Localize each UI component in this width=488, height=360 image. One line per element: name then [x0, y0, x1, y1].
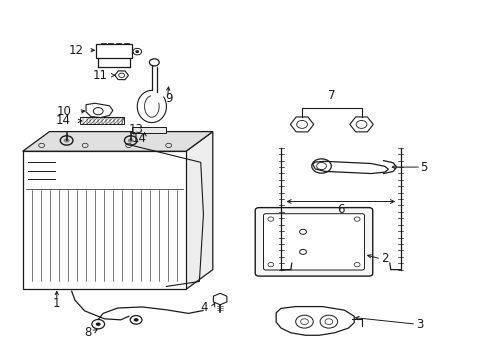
Text: 14: 14: [132, 132, 147, 145]
Text: 9: 9: [165, 92, 172, 105]
Text: 13: 13: [128, 123, 143, 136]
Circle shape: [127, 138, 133, 143]
Circle shape: [135, 50, 139, 53]
FancyBboxPatch shape: [263, 214, 364, 270]
Text: 10: 10: [57, 105, 71, 118]
Bar: [80, 117, 124, 125]
Text: 12: 12: [69, 44, 83, 57]
Polygon shape: [185, 132, 212, 289]
Bar: [96, 44, 132, 58]
Text: 11: 11: [93, 69, 108, 82]
Polygon shape: [312, 161, 387, 174]
Polygon shape: [276, 307, 353, 335]
Circle shape: [96, 322, 101, 326]
Text: 8: 8: [83, 326, 91, 339]
Bar: [132, 127, 166, 134]
Text: 6: 6: [336, 203, 344, 216]
FancyBboxPatch shape: [255, 208, 372, 276]
Text: 4: 4: [201, 301, 208, 314]
Text: 7: 7: [327, 89, 335, 102]
Text: 2: 2: [381, 252, 388, 265]
Text: 14: 14: [56, 114, 70, 127]
Text: 1: 1: [53, 297, 61, 310]
Circle shape: [63, 138, 69, 143]
Text: 3: 3: [415, 318, 423, 331]
Text: 5: 5: [419, 161, 427, 174]
Polygon shape: [86, 103, 113, 118]
Circle shape: [133, 318, 138, 321]
Bar: [22, 151, 185, 289]
Polygon shape: [22, 132, 212, 151]
